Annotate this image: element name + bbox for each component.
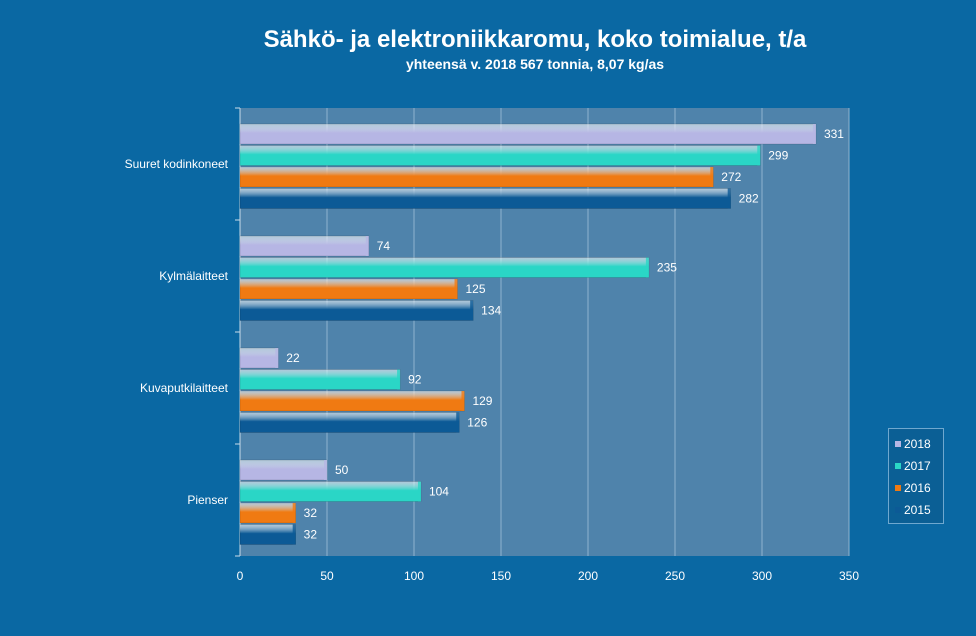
data-label: 125	[466, 282, 486, 296]
bar-end-cap	[417, 481, 421, 502]
legend-swatch-2016	[895, 485, 901, 491]
bar-2015	[239, 412, 460, 433]
legend-swatch-2015	[895, 507, 901, 513]
bar-end-cap	[365, 236, 369, 256]
data-label: 129	[472, 394, 492, 408]
data-label: 282	[739, 192, 759, 206]
bar-2018	[239, 235, 370, 257]
bar-2018	[239, 459, 328, 481]
chart-title: Sähkö- ja elektroniikkaromu, koko toimia…	[263, 26, 807, 53]
bar-end-cap	[645, 257, 649, 278]
bar-2015	[239, 300, 474, 321]
legend: 2018 2017 2016 2015	[888, 428, 944, 524]
bar-end-cap	[397, 369, 401, 390]
x-tick-label: 50	[320, 569, 334, 583]
bar-end-cap	[710, 167, 714, 187]
bar-end-cap	[454, 279, 458, 299]
data-label: 104	[429, 485, 449, 499]
data-label: 74	[377, 239, 391, 253]
data-label: 32	[304, 506, 318, 520]
bar-2016	[239, 278, 458, 300]
data-label: 50	[335, 463, 349, 477]
bar-end-cap	[461, 391, 465, 411]
legend-label-2017: 2017	[904, 459, 931, 473]
data-label: 331	[824, 127, 844, 141]
bar-end-cap	[324, 460, 327, 480]
category-label: Suuret kodinkoneet	[125, 157, 229, 171]
legend-item-2017: 2017	[895, 455, 943, 477]
data-label: 299	[768, 149, 788, 163]
data-label: 32	[304, 528, 318, 542]
category-label: Pienser	[187, 493, 228, 507]
axes: 0 50 100 150 200 250 300 350	[235, 107, 859, 583]
legend-swatch-2017	[895, 463, 901, 469]
data-label: 272	[721, 170, 741, 184]
category-label: Kylmälaitteet	[159, 269, 228, 283]
bar-end-cap	[275, 348, 279, 368]
bar-end-cap	[727, 188, 731, 209]
bar-2015	[239, 188, 731, 209]
bar-end-cap	[292, 503, 296, 523]
bar-2016	[239, 166, 714, 188]
legend-item-2016: 2016	[895, 477, 943, 499]
x-tick-label: 0	[237, 569, 244, 583]
bar-2018	[239, 347, 279, 369]
bar-2015	[239, 524, 296, 545]
bar-end-cap	[470, 300, 474, 321]
x-tick-label: 350	[839, 569, 859, 583]
x-tick-label: 100	[404, 569, 424, 583]
bar-end-cap	[456, 412, 460, 433]
bar-2017	[239, 145, 761, 166]
x-tick-label: 200	[578, 569, 598, 583]
x-tick-label: 300	[752, 569, 772, 583]
bars	[239, 123, 817, 545]
data-label: 126	[467, 416, 487, 430]
bar-end-cap	[757, 145, 761, 166]
bar-end-cap	[292, 524, 296, 545]
x-tick-label: 150	[491, 569, 511, 583]
data-label: 22	[286, 351, 300, 365]
bar-2017	[239, 257, 650, 278]
legend-label-2015: 2015	[904, 503, 931, 517]
bar-2016	[239, 502, 296, 524]
bar-2017	[239, 369, 401, 390]
legend-item-2018: 2018	[895, 433, 943, 455]
bar-2017	[239, 481, 422, 502]
legend-label-2016: 2016	[904, 481, 931, 495]
legend-swatch-2018	[895, 441, 901, 447]
data-label: 134	[481, 304, 501, 318]
legend-item-2015: 2015	[895, 499, 943, 521]
data-label: 235	[657, 261, 677, 275]
category-label: Kuvaputkilaitteet	[140, 381, 229, 395]
bar-2016	[239, 390, 465, 412]
x-tick-label: 250	[665, 569, 685, 583]
chart-subtitle: yhteensä v. 2018 567 tonnia, 8,07 kg/as	[405, 56, 665, 72]
legend-label-2018: 2018	[904, 437, 931, 451]
bar-end-cap	[812, 124, 816, 144]
data-label: 92	[408, 373, 422, 387]
bar-2018	[239, 123, 817, 145]
labels: Suuret kodinkoneet 331 299 272 282 Kylmälaitt…	[125, 127, 845, 542]
